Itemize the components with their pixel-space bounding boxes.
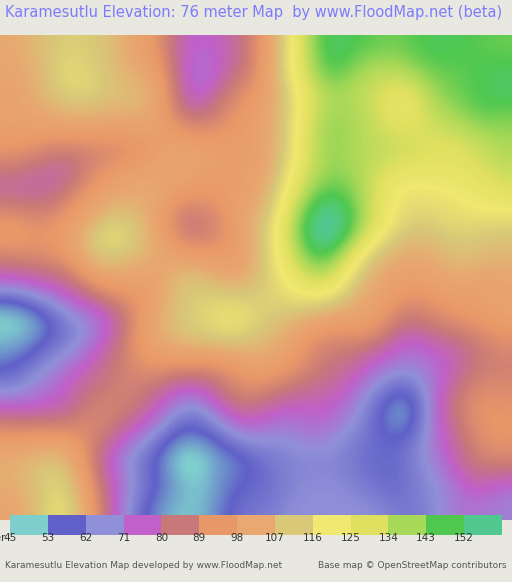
Text: Karamesutlu Elevation Map developed by www.FloodMap.net: Karamesutlu Elevation Map developed by w…	[5, 561, 282, 570]
Bar	[351, 515, 388, 535]
Text: 134: 134	[378, 533, 398, 543]
Text: 71: 71	[117, 533, 130, 543]
Bar	[426, 515, 464, 535]
Bar	[86, 515, 124, 535]
Text: 116: 116	[303, 533, 323, 543]
Text: 53: 53	[41, 533, 55, 543]
Text: 80: 80	[155, 533, 168, 543]
Text: 45: 45	[4, 533, 17, 543]
Text: 152: 152	[454, 533, 474, 543]
Bar	[124, 515, 161, 535]
Bar	[199, 515, 237, 535]
Text: 62: 62	[79, 533, 93, 543]
Bar	[388, 515, 426, 535]
Bar	[48, 515, 86, 535]
Text: 107: 107	[265, 533, 285, 543]
Bar	[237, 515, 275, 535]
Text: 125: 125	[340, 533, 360, 543]
Bar	[313, 515, 351, 535]
Text: Karamesutlu Elevation: 76 meter Map  by www.FloodMap.net (beta): Karamesutlu Elevation: 76 meter Map by w…	[5, 5, 502, 20]
Text: 89: 89	[193, 533, 206, 543]
Text: 143: 143	[416, 533, 436, 543]
Bar	[10, 515, 48, 535]
Text: 98: 98	[230, 533, 244, 543]
Bar	[161, 515, 199, 535]
Text: meter: meter	[0, 533, 5, 543]
Bar	[464, 515, 502, 535]
Bar	[275, 515, 313, 535]
Text: Base map © OpenStreetMap contributors: Base map © OpenStreetMap contributors	[318, 561, 507, 570]
